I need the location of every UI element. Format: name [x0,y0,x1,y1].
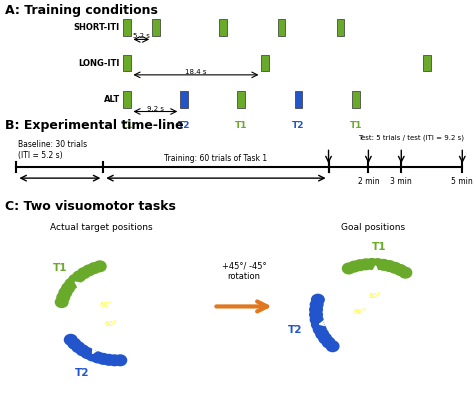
Bar [295,91,302,108]
Text: Test: 5 trials / test (ITI = 9.2 s): Test: 5 trials / test (ITI = 9.2 s) [358,135,464,141]
Text: LONG-ITI: LONG-ITI [78,59,120,67]
Bar [337,19,344,36]
Bar [123,91,130,108]
Text: +45°/ -45°
rotation: +45°/ -45° rotation [222,261,266,281]
Bar [262,55,269,71]
Text: Actual target positions: Actual target positions [50,223,152,232]
Text: ALT: ALT [103,95,120,104]
Text: Baseline: 30 trials
(ITI = 5.2 s): Baseline: 30 trials (ITI = 5.2 s) [18,140,87,160]
Text: Training: 60 trials of Task 1: Training: 60 trials of Task 1 [164,154,267,163]
Bar [219,19,227,36]
Bar [123,19,130,36]
Text: 9.2 s: 9.2 s [147,106,164,112]
Bar [352,91,359,108]
Text: 5.2 s: 5.2 s [133,33,150,39]
Bar [123,55,130,71]
Text: Goal positions: Goal positions [341,223,405,232]
Bar [152,19,160,36]
Text: T1: T1 [235,121,247,130]
Bar [423,55,431,71]
Text: C: Two visuomotor tasks: C: Two visuomotor tasks [5,200,175,213]
Text: SHORT-ITI: SHORT-ITI [73,23,120,32]
Text: B: Experimental time-line: B: Experimental time-line [5,119,183,132]
Text: A: Training conditions: A: Training conditions [5,4,158,17]
Text: T1: T1 [120,121,133,130]
Text: 2 min: 2 min [357,177,379,186]
Bar [180,91,188,108]
Text: 18.4 s: 18.4 s [185,69,207,75]
Text: T2: T2 [178,121,190,130]
Text: T2: T2 [292,121,305,130]
Bar [278,19,285,36]
Text: T1: T1 [349,121,362,130]
Text: 5 min: 5 min [451,177,473,186]
Bar [237,91,245,108]
Text: 3 min: 3 min [391,177,412,186]
